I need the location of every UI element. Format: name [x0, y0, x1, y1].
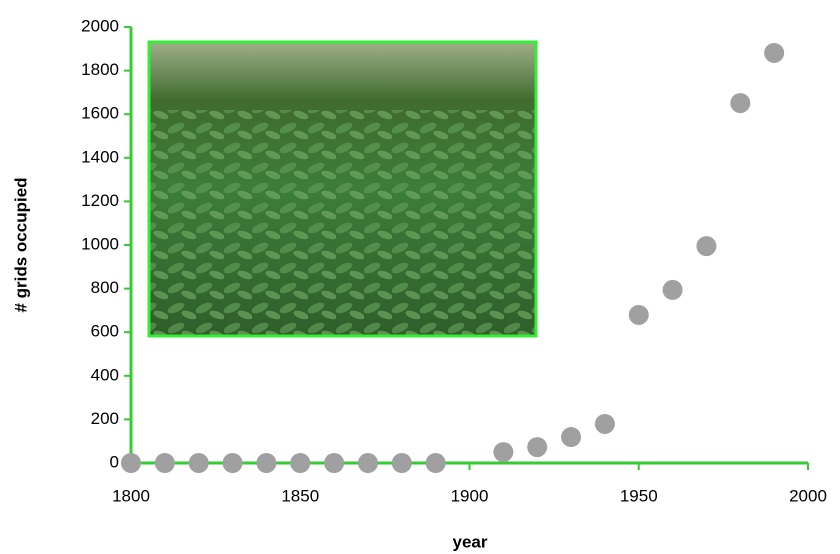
point: [628, 304, 649, 325]
point: [391, 453, 412, 473]
point: [324, 453, 345, 473]
x-tick-label: 1950: [620, 486, 658, 505]
y-tick-label: 200: [91, 409, 119, 428]
point: [357, 453, 378, 473]
point: [594, 413, 615, 434]
y-tick-label: 1400: [81, 147, 119, 166]
photo: [147, 40, 538, 338]
point: [696, 236, 717, 257]
point: [764, 42, 785, 63]
x-tick-label: 1900: [451, 486, 489, 505]
y-tick-label: 2000: [81, 16, 119, 35]
y-tick-label: 400: [91, 365, 119, 384]
point: [290, 453, 311, 473]
y-tick-label: 1600: [81, 104, 119, 123]
point: [256, 453, 277, 473]
point: [561, 427, 582, 448]
point: [425, 453, 446, 473]
point: [154, 453, 175, 473]
x-tick-label: 1850: [281, 486, 319, 505]
x-tick-label: 1800: [112, 486, 150, 505]
point: [730, 93, 751, 114]
y-tick-label: 800: [91, 278, 119, 297]
point: [662, 279, 683, 300]
y-tick-label: 600: [91, 322, 119, 341]
y-axis-label: # grids occupied: [11, 177, 30, 312]
y-tick-label: 1200: [81, 191, 119, 210]
point: [527, 437, 548, 458]
point: [222, 453, 243, 473]
point: [121, 453, 141, 473]
y-tick-label: 1800: [81, 60, 119, 79]
x-tick-label: 2000: [789, 486, 827, 505]
point: [188, 453, 209, 473]
point: [493, 442, 514, 463]
x-axis-label: year: [453, 532, 488, 551]
y-tick-label: 0: [110, 452, 119, 471]
y-tick-label: 1000: [81, 234, 119, 253]
